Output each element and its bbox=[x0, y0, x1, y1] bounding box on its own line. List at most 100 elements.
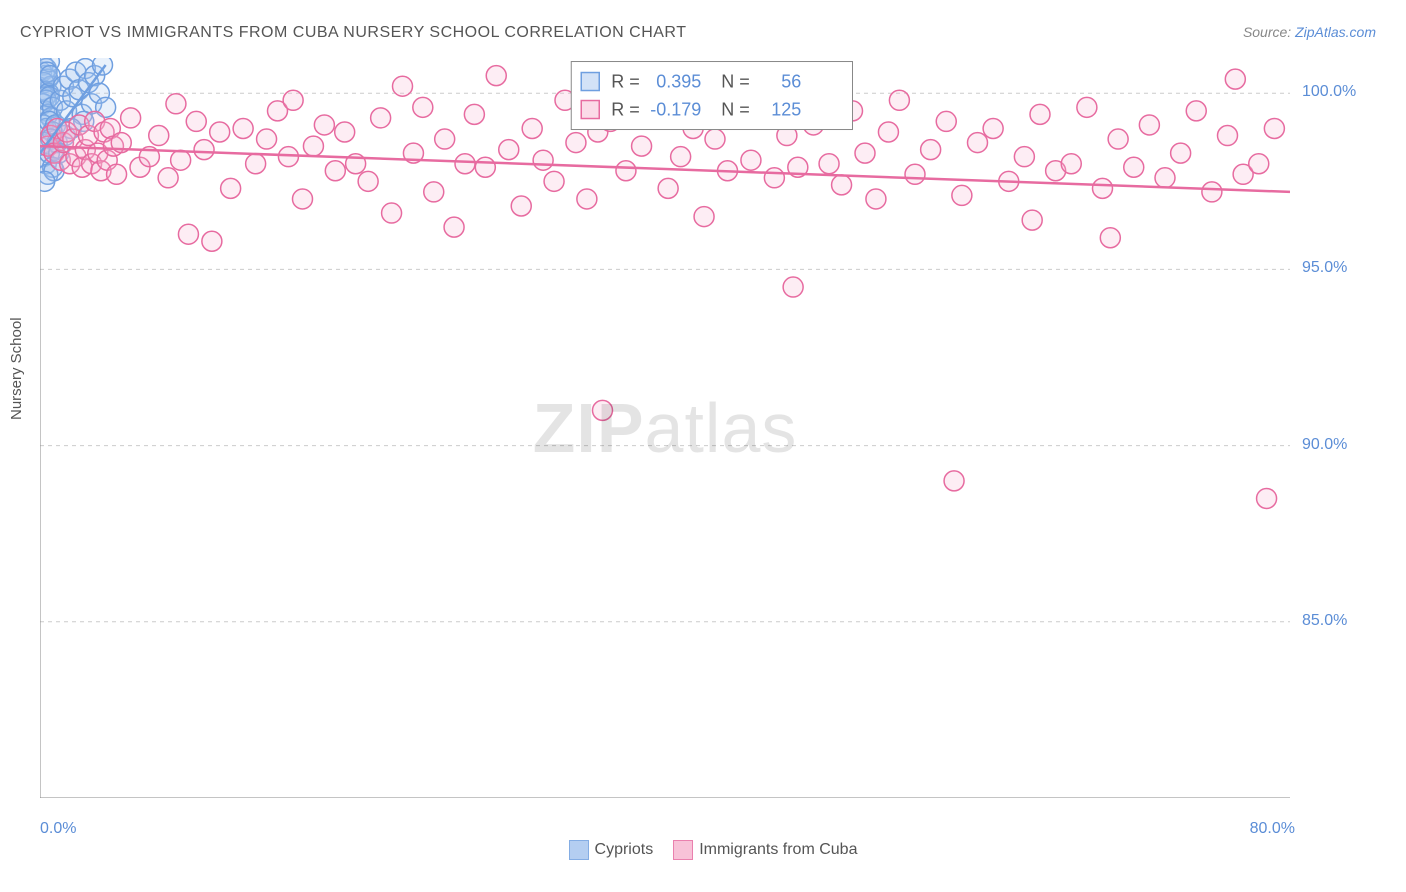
marker-cuba bbox=[1202, 182, 1222, 202]
x-tick-label: 0.0% bbox=[40, 820, 76, 838]
legend-swatch-cypriots bbox=[569, 840, 589, 860]
marker-cuba bbox=[464, 104, 484, 124]
marker-cuba bbox=[533, 150, 553, 170]
stats-text: R = bbox=[611, 72, 640, 92]
marker-cuba bbox=[246, 154, 266, 174]
marker-cuba bbox=[566, 133, 586, 153]
stats-swatch-cypriots bbox=[581, 73, 599, 91]
marker-cuba bbox=[202, 231, 222, 251]
marker-cuba bbox=[303, 136, 323, 156]
chart-title: CYPRIOT VS IMMIGRANTS FROM CUBA NURSERY … bbox=[20, 24, 686, 42]
marker-cuba bbox=[983, 118, 1003, 138]
marker-cuba bbox=[593, 400, 613, 420]
marker-cuba bbox=[1171, 143, 1191, 163]
source-prefix: Source: bbox=[1243, 24, 1295, 40]
y-tick-label: 95.0% bbox=[1302, 259, 1347, 277]
marker-cuba bbox=[194, 140, 214, 160]
marker-cuba bbox=[1225, 69, 1245, 89]
marker-cuba bbox=[413, 97, 433, 117]
marker-cuba bbox=[221, 178, 241, 198]
marker-cuba bbox=[1093, 178, 1113, 198]
marker-cuba bbox=[741, 150, 761, 170]
marker-cuba bbox=[499, 140, 519, 160]
marker-cuba bbox=[1249, 154, 1269, 174]
marker-cuba bbox=[314, 115, 334, 135]
marker-cuba bbox=[889, 90, 909, 110]
marker-cuba bbox=[522, 118, 542, 138]
marker-cuba bbox=[1124, 157, 1144, 177]
marker-cuba bbox=[424, 182, 444, 202]
marker-cuba bbox=[968, 133, 988, 153]
marker-cuba bbox=[107, 164, 127, 184]
marker-cuba bbox=[783, 277, 803, 297]
marker-cuba bbox=[1077, 97, 1097, 117]
marker-cuba bbox=[186, 111, 206, 131]
marker-cuba bbox=[944, 471, 964, 491]
marker-cuba bbox=[283, 90, 303, 110]
marker-cuba bbox=[1186, 101, 1206, 121]
marker-cuba bbox=[358, 171, 378, 191]
marker-cuba bbox=[705, 129, 725, 149]
marker-cuba bbox=[233, 118, 253, 138]
marker-cuba bbox=[952, 185, 972, 205]
marker-cuba bbox=[257, 129, 277, 149]
marker-cuba bbox=[764, 168, 784, 188]
source-link[interactable]: ZipAtlas.com bbox=[1295, 24, 1376, 40]
stats-text: 56 bbox=[781, 72, 801, 92]
marker-cuba bbox=[936, 111, 956, 131]
marker-cuba bbox=[1155, 168, 1175, 188]
marker-cuba bbox=[832, 175, 852, 195]
marker-cuba bbox=[1264, 118, 1284, 138]
marker-cuba bbox=[335, 122, 355, 142]
legend-bottom: Cypriots Immigrants from Cuba bbox=[0, 840, 1406, 860]
y-axis-label: Nursery School bbox=[8, 317, 25, 420]
stats-text: N = bbox=[721, 100, 750, 120]
stats-box: R =0.395N =56R =-0.179N =125 bbox=[571, 62, 852, 130]
marker-cuba bbox=[1100, 228, 1120, 248]
marker-cuba bbox=[658, 178, 678, 198]
marker-cuba bbox=[475, 157, 495, 177]
plot-svg: R =0.395N =56R =-0.179N =125 bbox=[40, 58, 1290, 798]
marker-cuba bbox=[293, 189, 313, 209]
marker-cuba bbox=[166, 94, 186, 114]
marker-cuba bbox=[444, 217, 464, 237]
marker-cuba bbox=[878, 122, 898, 142]
marker-cuba bbox=[1139, 115, 1159, 135]
marker-cuba bbox=[393, 76, 413, 96]
marker-cuba bbox=[671, 147, 691, 167]
marker-cuba bbox=[905, 164, 925, 184]
marker-cuba bbox=[455, 154, 475, 174]
marker-cuba bbox=[632, 136, 652, 156]
y-tick-label: 85.0% bbox=[1302, 612, 1347, 630]
marker-cuba bbox=[149, 126, 169, 146]
marker-cuba bbox=[616, 161, 636, 181]
marker-cuba bbox=[158, 168, 178, 188]
marker-cuba bbox=[511, 196, 531, 216]
marker-cuba bbox=[819, 154, 839, 174]
marker-cypriots bbox=[93, 58, 113, 75]
marker-cuba bbox=[866, 189, 886, 209]
marker-cuba bbox=[178, 224, 198, 244]
marker-cuba bbox=[325, 161, 345, 181]
marker-cuba bbox=[577, 189, 597, 209]
legend-label-cuba: Immigrants from Cuba bbox=[699, 841, 857, 858]
y-tick-label: 90.0% bbox=[1302, 436, 1347, 454]
marker-cypriots bbox=[40, 171, 55, 191]
stats-text: R = bbox=[611, 100, 640, 120]
legend-label-cypriots: Cypriots bbox=[595, 841, 654, 858]
marker-cuba bbox=[171, 150, 191, 170]
source-attribution: Source: ZipAtlas.com bbox=[1243, 24, 1376, 40]
marker-cuba bbox=[121, 108, 141, 128]
marker-cuba bbox=[1108, 129, 1128, 149]
marker-cuba bbox=[1257, 488, 1277, 508]
marker-cuba bbox=[1030, 104, 1050, 124]
scatter-plot: R =0.395N =56R =-0.179N =125 ZIPatlas bbox=[40, 58, 1290, 798]
marker-cuba bbox=[371, 108, 391, 128]
stats-text: 0.395 bbox=[656, 72, 701, 92]
stats-swatch-cuba bbox=[581, 101, 599, 119]
stats-text: N = bbox=[721, 72, 750, 92]
stats-text: 125 bbox=[771, 100, 801, 120]
marker-cuba bbox=[486, 66, 506, 86]
marker-cuba bbox=[1061, 154, 1081, 174]
y-tick-label: 100.0% bbox=[1302, 83, 1356, 101]
